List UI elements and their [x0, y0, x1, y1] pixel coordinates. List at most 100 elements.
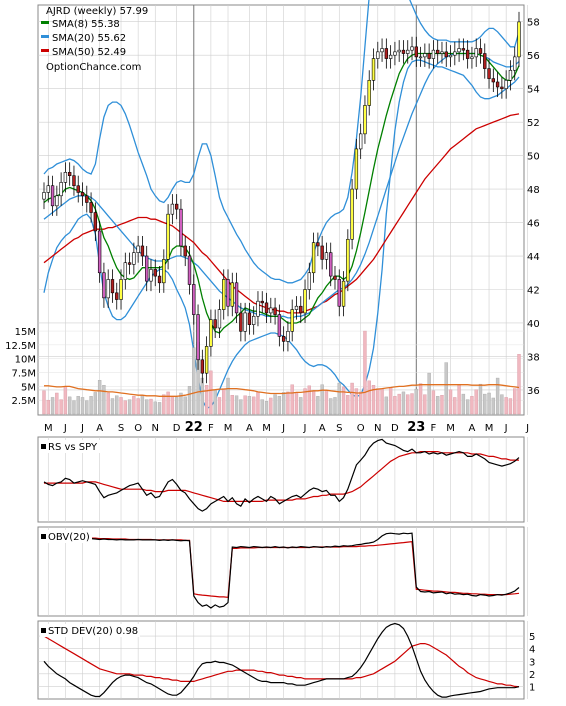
- volume-bar: [252, 396, 256, 415]
- price-tick-label: 54: [527, 85, 540, 96]
- candle-body: [320, 245, 324, 260]
- volume-bar: [273, 394, 277, 415]
- volume-tick-label: 15M: [15, 327, 36, 338]
- volume-bar: [222, 388, 226, 415]
- std-ma-line: [43, 635, 520, 688]
- candle-body: [145, 255, 149, 282]
- candle-body: [410, 46, 414, 51]
- volume-bar: [42, 390, 46, 415]
- candle-body: [380, 48, 384, 53]
- price-tick-label: 46: [527, 219, 540, 230]
- candle-body: [303, 289, 307, 314]
- legend: AJRD (weekly) 57.99 SMA(8) 55.38 SMA(20)…: [41, 6, 148, 73]
- volume-bar: [234, 395, 239, 415]
- volume-bar: [367, 380, 371, 415]
- x-tick-label: D: [391, 423, 399, 434]
- candle-body: [119, 279, 123, 300]
- volume-tick-label: 2.5M: [11, 396, 36, 407]
- volume-bar: [192, 347, 196, 415]
- candle-body: [414, 46, 418, 58]
- volume-bar: [393, 396, 397, 415]
- volume-bar: [269, 397, 273, 415]
- rs-label-swatch: [41, 444, 46, 449]
- obv-label-swatch: [41, 534, 46, 539]
- volume-bar: [200, 377, 205, 415]
- volume-bar: [478, 383, 483, 415]
- candle-body: [132, 252, 136, 265]
- candle-body: [431, 49, 436, 59]
- candle-body: [324, 252, 329, 260]
- rs-panel: RS vs SPY: [37, 436, 528, 523]
- x-tick-label: J: [303, 423, 307, 434]
- sma50-line: [43, 113, 520, 314]
- volume-bar: [170, 396, 175, 415]
- price-tick-label: 56: [527, 51, 540, 62]
- std-tick-label: 5: [529, 632, 535, 643]
- volume-bar: [179, 392, 183, 415]
- volume-bar: [256, 391, 260, 415]
- candle-body: [110, 279, 115, 294]
- volume-bar: [166, 391, 170, 415]
- x-tick-label: A: [96, 423, 103, 434]
- volume-bar: [483, 393, 487, 415]
- candle-body: [517, 21, 521, 58]
- candle-body: [80, 192, 85, 197]
- volume-bar: [243, 395, 247, 415]
- price-axis-labels: 36 38 40 42 44 46 48 50 52 54 56 58: [527, 18, 540, 397]
- volume-bar: [239, 399, 243, 415]
- volume-bar: [85, 400, 89, 415]
- volume-bar: [354, 388, 359, 415]
- candle-body: [166, 213, 170, 260]
- volume-tick-label: 12.5M: [5, 341, 36, 352]
- volume-bar: [140, 395, 145, 415]
- candle-body: [384, 48, 389, 59]
- volume-ma-line: [44, 384, 520, 397]
- volume-bar: [264, 401, 269, 415]
- candle-body: [123, 262, 127, 280]
- candle-body: [393, 51, 397, 56]
- volume-bar: [517, 354, 521, 415]
- price-tick-label: 50: [527, 152, 540, 163]
- volume-bar: [260, 399, 264, 415]
- candle-body: [401, 49, 406, 54]
- candle-body: [418, 56, 423, 59]
- x-axis-labels: M J J A S O N D 22 F M A M J J A S O N D 23 F M A M J J: [44, 420, 529, 435]
- volume-bar: [97, 380, 102, 415]
- volume-bar: [174, 397, 179, 415]
- x-tick-label: O: [357, 423, 365, 434]
- std-label-swatch: [41, 628, 46, 633]
- volume-bar: [110, 398, 115, 415]
- volume-bar: [145, 399, 149, 415]
- candle-body: [162, 259, 166, 284]
- candle-body: [277, 314, 282, 337]
- candle-body: [337, 279, 341, 307]
- volume-bar: [119, 397, 123, 415]
- volume-bar: [406, 394, 410, 415]
- obv-panel-frame: [37, 526, 525, 617]
- volume-bar: [115, 395, 119, 415]
- candle-body: [491, 78, 496, 83]
- price-tick-label: 52: [527, 118, 540, 129]
- candle-body: [243, 312, 247, 332]
- volume-bar: [410, 393, 414, 415]
- volume-bar: [346, 395, 350, 415]
- volume-bar: [286, 391, 290, 415]
- candle-body: [72, 175, 76, 187]
- obv-label-bg: [40, 530, 92, 543]
- legend-sma20-swatch: [41, 35, 49, 38]
- candle-body: [311, 242, 316, 274]
- candle-body: [67, 172, 72, 176]
- volume-bar: [106, 392, 110, 415]
- volume-bar: [324, 390, 329, 415]
- volume-bar: [316, 396, 320, 415]
- volume-bar: [132, 396, 136, 415]
- candle-body: [115, 292, 119, 300]
- candle-body: [247, 312, 252, 325]
- candle-body: [341, 280, 346, 307]
- candle-body: [230, 282, 234, 307]
- bollinger-bands: [43, 0, 520, 410]
- candle-body: [226, 279, 230, 307]
- volume-bar: [337, 382, 341, 415]
- candle-body: [513, 56, 517, 71]
- candle-body: [46, 185, 50, 193]
